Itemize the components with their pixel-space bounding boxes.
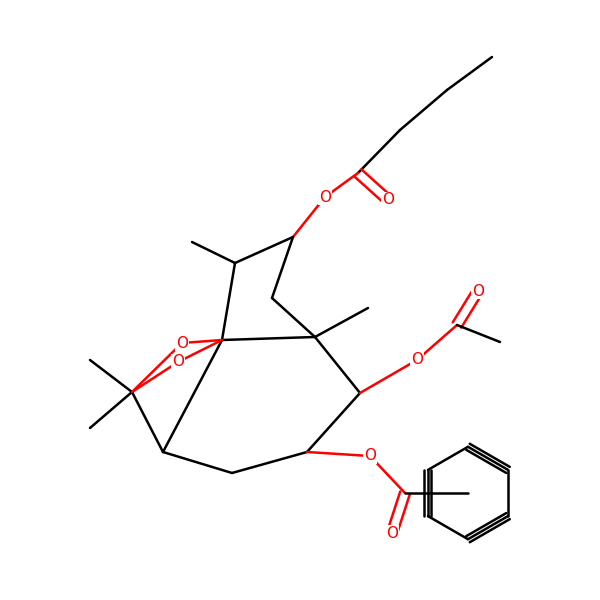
Text: O: O: [364, 449, 376, 463]
Text: O: O: [382, 193, 394, 208]
Text: O: O: [172, 355, 184, 370]
Text: O: O: [411, 352, 423, 367]
Text: O: O: [472, 283, 484, 298]
Text: O: O: [319, 190, 331, 205]
Text: O: O: [386, 526, 398, 541]
Text: O: O: [176, 335, 188, 350]
